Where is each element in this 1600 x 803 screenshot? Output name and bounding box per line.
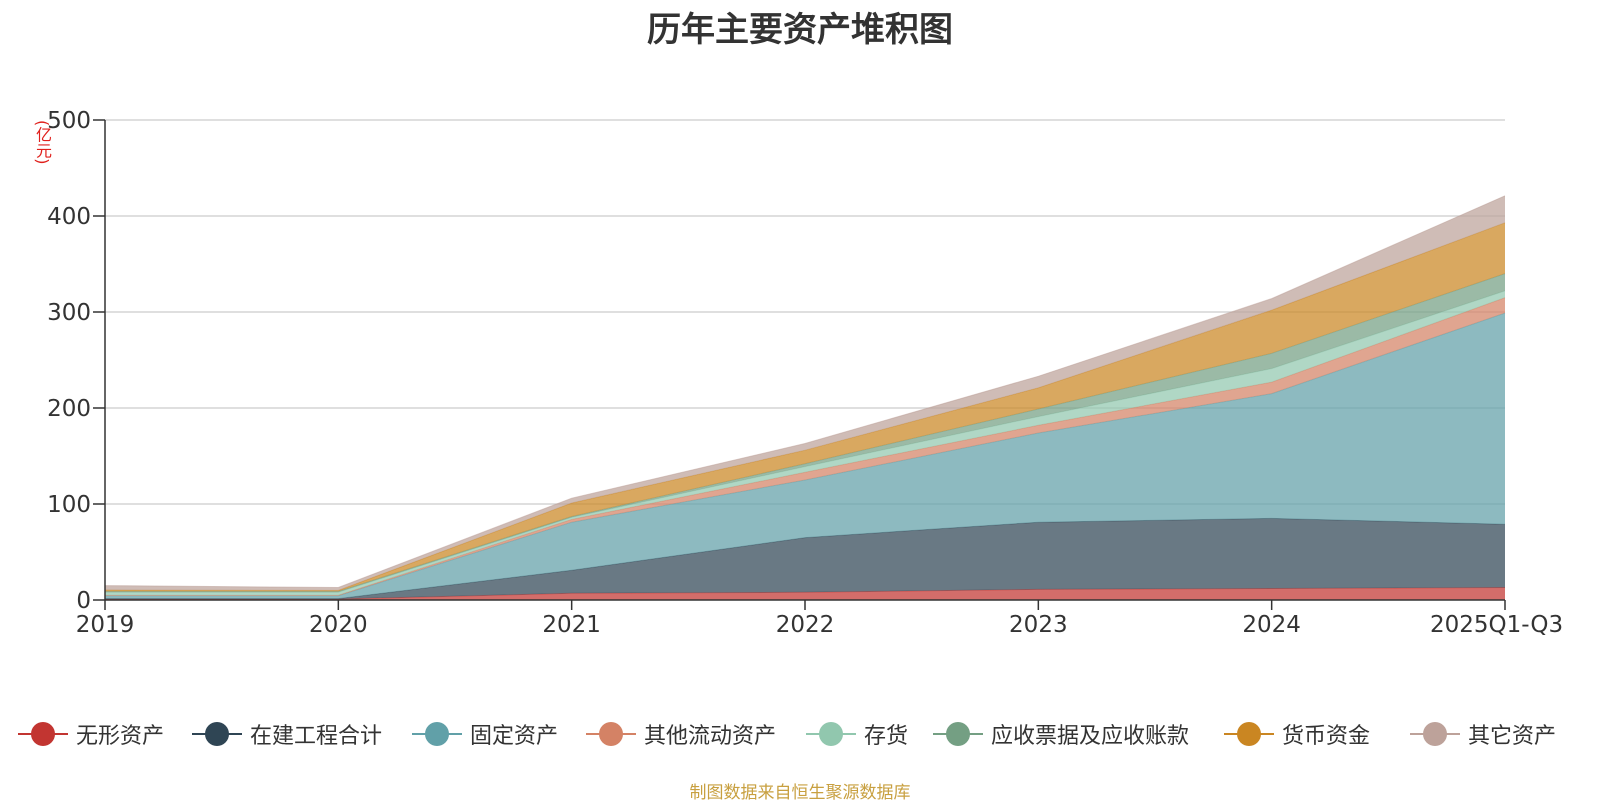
legend-label: 其他流动资产 (644, 724, 777, 749)
area-edge-8 (104, 195, 1506, 589)
x-tick-label: 2020 (309, 612, 368, 638)
legend-label: 应收票据及应收账款 (991, 724, 1190, 749)
y-tick-label: 500 (47, 108, 91, 134)
area-2 (105, 518, 1505, 599)
legend-label: 存货 (864, 724, 909, 749)
x-tick-label: 2025Q1-Q3 (1430, 612, 1563, 638)
legend-label: 货币资金 (1282, 724, 1371, 749)
x-tick-label: 2023 (1009, 612, 1068, 638)
legend-swatch-icon (18, 722, 68, 746)
legend-swatch-icon (806, 722, 856, 746)
x-tick-label: 2024 (1242, 612, 1301, 638)
y-tick-label: 100 (47, 492, 91, 518)
y-tick-label: 200 (47, 396, 91, 422)
legend-swatch-icon (1224, 722, 1274, 746)
axes: 0 100 200 300 400 500 2019 2020 2021 2022 2023 2024… (47, 108, 1563, 638)
legend-swatch-icon (586, 722, 636, 746)
legend-label: 其它资产 (1468, 724, 1557, 749)
source-note: 制图数据来自恒生聚源数据库 (689, 783, 911, 803)
legend-swatch-icon (192, 722, 242, 746)
legend-item[interactable]: 无形资产 (18, 714, 164, 754)
legend-label: 在建工程合计 (250, 724, 383, 749)
y-tick-label: 0 (76, 588, 91, 614)
y-tick-label: 400 (47, 204, 91, 230)
legend-item[interactable]: 应收票据及应收账款 (933, 714, 1189, 754)
legend-swatch-icon (933, 722, 983, 746)
area-series (104, 195, 1506, 600)
y-tick-label: 300 (47, 300, 91, 326)
legend: 无形资产 在建工程合计 固定资产 其他流动资产 存货 应收票据及应收账款 货币资金 其它资产 (0, 714, 1600, 754)
x-tick-label: 2021 (542, 612, 601, 638)
legend-item[interactable]: 存货 (806, 714, 908, 754)
legend-swatch-icon (1410, 722, 1460, 746)
area-1 (105, 587, 1505, 600)
x-tick-label: 2019 (76, 612, 135, 638)
legend-swatch-icon (412, 722, 462, 746)
legend-label: 无形资产 (76, 724, 165, 749)
legend-label: 固定资产 (470, 724, 559, 749)
chart-title: 历年主要资产堆积图 (647, 10, 953, 50)
legend-item[interactable]: 在建工程合计 (192, 714, 382, 754)
x-tick-label: 2022 (776, 612, 835, 638)
legend-item[interactable]: 其它资产 (1410, 714, 1556, 754)
legend-item[interactable]: 固定资产 (412, 714, 558, 754)
legend-item[interactable]: 其他流动资产 (586, 714, 776, 754)
stacked-area-chart: 0 100 200 300 400 500 2019 2020 2021 2022 2023 2024… (47, 108, 1563, 638)
legend-item[interactable]: 货币资金 (1224, 714, 1370, 754)
y-axis-unit: (亿元) (33, 120, 52, 165)
area-3 (105, 313, 1505, 599)
